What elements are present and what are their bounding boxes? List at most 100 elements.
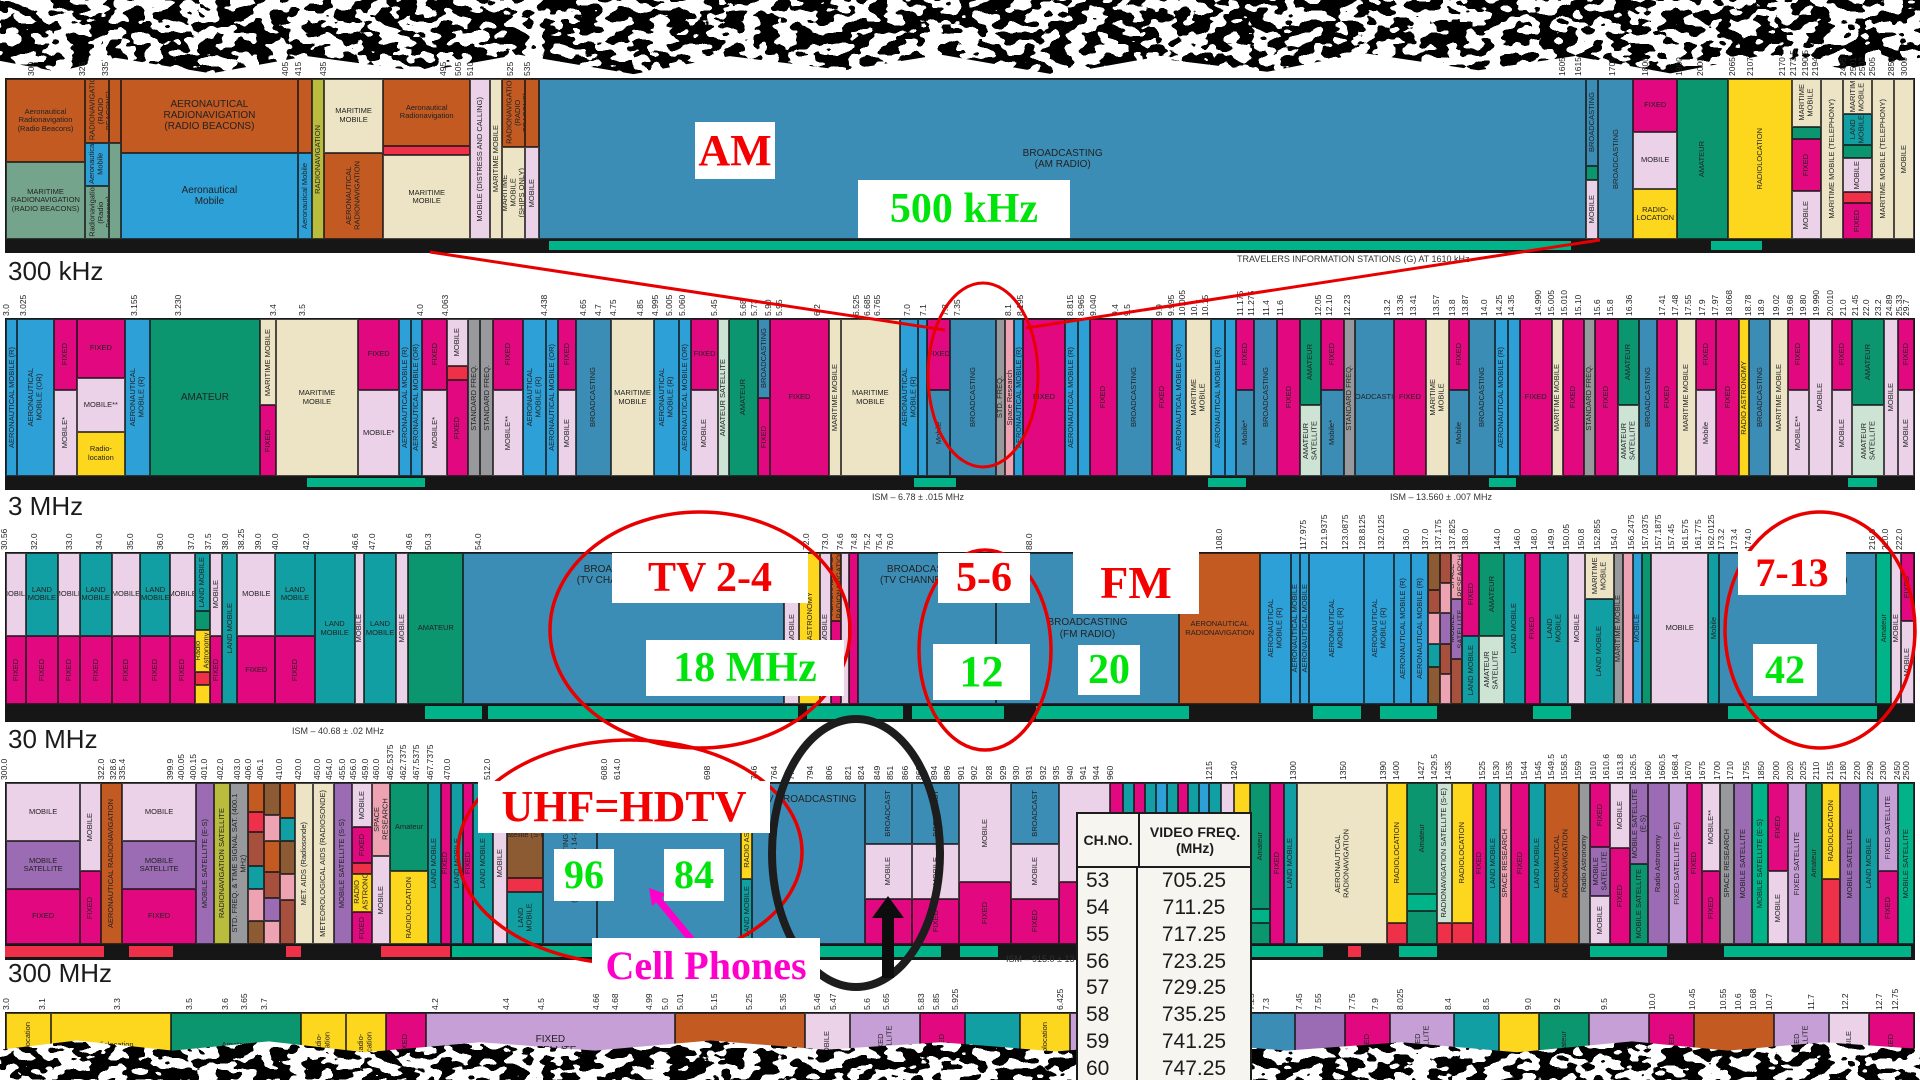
spectrum-block: FIXED: [769, 319, 830, 476]
share-bar-segment: [807, 706, 903, 719]
spectrum-block: [248, 921, 264, 944]
spectrum-block: [1508, 319, 1520, 476]
spectrum-block: MOBILE: [864, 843, 913, 899]
tick-label: 1700: [1712, 761, 1723, 780]
spectrum-block: FIXED: [54, 319, 77, 390]
tick-label: 869: [913, 765, 924, 780]
spectrum-block: RADIO ASTRONOMY: [1739, 319, 1750, 476]
share-bar-segment: [488, 706, 798, 719]
spectrum-block: AMATEUR: [408, 553, 464, 704]
tick-label: 13.36: [1395, 294, 1406, 316]
annotation-84: 84: [664, 849, 724, 901]
spectrum-block: [1407, 893, 1437, 911]
video-frequency: 741.25: [1161, 1029, 1227, 1053]
tick-label: 849: [871, 765, 882, 780]
spectrum-block: LAND MOBILE: [741, 879, 753, 944]
tick-label: 1240: [1228, 761, 1239, 780]
tick-label: 54.0: [472, 533, 483, 550]
tick-label: 149.9: [1545, 528, 1556, 550]
tick-label: 1350: [1337, 761, 1348, 780]
tick-label: 18.068: [1723, 290, 1734, 316]
tick-label: 8.4: [1442, 998, 1453, 1010]
spectrum-block: AERONAUTICAL MOBILE (R): [1411, 553, 1429, 704]
tick-strip: 3.0 3.025 3.155 3.230 3.4 3.5 4.0 4.063 4.438 4.6…: [1, 286, 1915, 318]
spectrum-block: BROADCASTING: [1355, 319, 1394, 476]
spectrum-block: MOBILE SATELLITE (E-S): [196, 783, 215, 944]
tick-label: 4.85: [634, 299, 645, 316]
tick-label: 73.0: [820, 533, 831, 550]
tick-label: 824: [856, 765, 867, 780]
spectrum-block: BROADCASTING: [1749, 319, 1771, 476]
tick-label: 1558.5: [1559, 754, 1570, 780]
spectrum-block: Aeronautical Mobile: [120, 152, 299, 239]
spectrum-row-300mhz: 300.0 322.0 328.6 335.4 399.9 400.05 400.15 401…: [0, 745, 1915, 960]
spectrum-block: [506, 878, 543, 893]
tick-label: 3000: [1899, 57, 1910, 76]
spectrum-block: LAND MOBILE: [1486, 783, 1500, 944]
spectrum-block: MARITIME MOBILE: [840, 319, 901, 476]
tick-label: 400.05: [176, 754, 187, 780]
share-bar-segment: [549, 241, 1572, 250]
spectrum-block: [263, 783, 280, 815]
spectrum-block: BROADCASTING: [1597, 79, 1634, 239]
spectrum-block: MOBILE: [558, 389, 577, 476]
spectrum-block: SPACE RESEARCH: [1499, 783, 1512, 944]
spectrum-block: MARITIME MOBILE: [1677, 319, 1696, 476]
spectrum-block: Amateur: [1407, 783, 1437, 894]
spectrum-block: LAND MOBILE: [1842, 113, 1873, 146]
tick-label: 435: [317, 61, 328, 76]
tick-label: 1549.5: [1545, 754, 1556, 780]
spectrum-block: LAND MOBILE: [1539, 553, 1569, 704]
spectrum-block: RADIOLOCATION: [389, 871, 429, 944]
tick-strip: 3.0 3.1 3.3 3.5 3.6 3.65 3.7 4.2 4.4 4.5 4.66 4.685…: [1, 980, 1915, 1012]
tick-label: 173.4: [1729, 528, 1740, 550]
tick-label: 2000: [1694, 57, 1705, 76]
tick-label: 935: [1051, 765, 1062, 780]
tick-label: 156.2475: [1626, 514, 1637, 550]
spectrum-block: FIXED: [1393, 319, 1426, 476]
spectrum-block: MOBILE: [1842, 157, 1873, 193]
spectrum-block: MOBILE SATELLITE: [1630, 863, 1649, 944]
spectrum-block: MOBILE: [912, 843, 960, 899]
tick-label: 11.7: [1805, 994, 1816, 1010]
tick-label: 38.25: [235, 528, 246, 550]
spectrum-block: METEOROLOGICAL AIDS (RADIOSONDE): [313, 783, 334, 944]
spectrum-block: LAND MOBILE: [222, 553, 238, 704]
tick-label: 15.6: [1591, 299, 1602, 316]
spectrum-block: FIXED: [1511, 783, 1530, 944]
spectrum-block: MET. AIDS (Radiosonde): [295, 783, 314, 944]
tick-label: 7.3: [940, 304, 951, 316]
table-row: 58 735.25: [1078, 1001, 1250, 1029]
spectrum-block: [1439, 613, 1452, 644]
tick-label: 5.15: [709, 993, 720, 1010]
video-frequency: 723.25: [1161, 949, 1227, 973]
tick-label: 1215: [1204, 761, 1215, 780]
spectrum-block: FIXED: [1767, 783, 1788, 872]
spectrum-block: [525, 79, 540, 147]
spectrum-block: FIXED: [447, 380, 468, 476]
spectrum-block: FIXED: [1589, 783, 1611, 847]
tick-label: 1675: [1696, 761, 1707, 780]
spectrum-block: BROADCASTING: [1638, 319, 1657, 476]
spectrum-block: FIXED: [1011, 898, 1059, 945]
spectrum-block: FIXED: [1448, 319, 1470, 390]
tick-label: 608.0: [598, 758, 609, 780]
spectrum-block: MARITIME MOBILE: [1613, 553, 1624, 704]
spectrum-block: FIXED: [1320, 319, 1344, 390]
tick-label: 72.0: [801, 533, 812, 550]
spectrum-block: LAND MOBILE: [1504, 553, 1525, 704]
tick-label: 406.1: [254, 758, 265, 780]
spectrum-block: AERONAUTICAL RADIONAVIGATION: [100, 783, 122, 944]
spectrum-block: [1428, 666, 1440, 705]
spectrum-block: BROADCASTING: [758, 319, 770, 398]
table-row: 55 717.25: [1078, 921, 1250, 949]
tick-label: 8.5: [1480, 998, 1491, 1010]
tick-label: 46.6: [350, 533, 361, 550]
annotation-12: 12: [933, 644, 1030, 700]
spectrum-block: AMATEUR: [1852, 319, 1885, 406]
spectrum-block: FIXED: [1236, 319, 1255, 390]
spectrum-block: LAND MOBILE: [1462, 635, 1480, 704]
scale-label-300mhz: 300 MHz: [8, 958, 113, 988]
tick-label: 462.7375: [398, 744, 408, 780]
tick-label: 7.45: [1293, 993, 1304, 1010]
